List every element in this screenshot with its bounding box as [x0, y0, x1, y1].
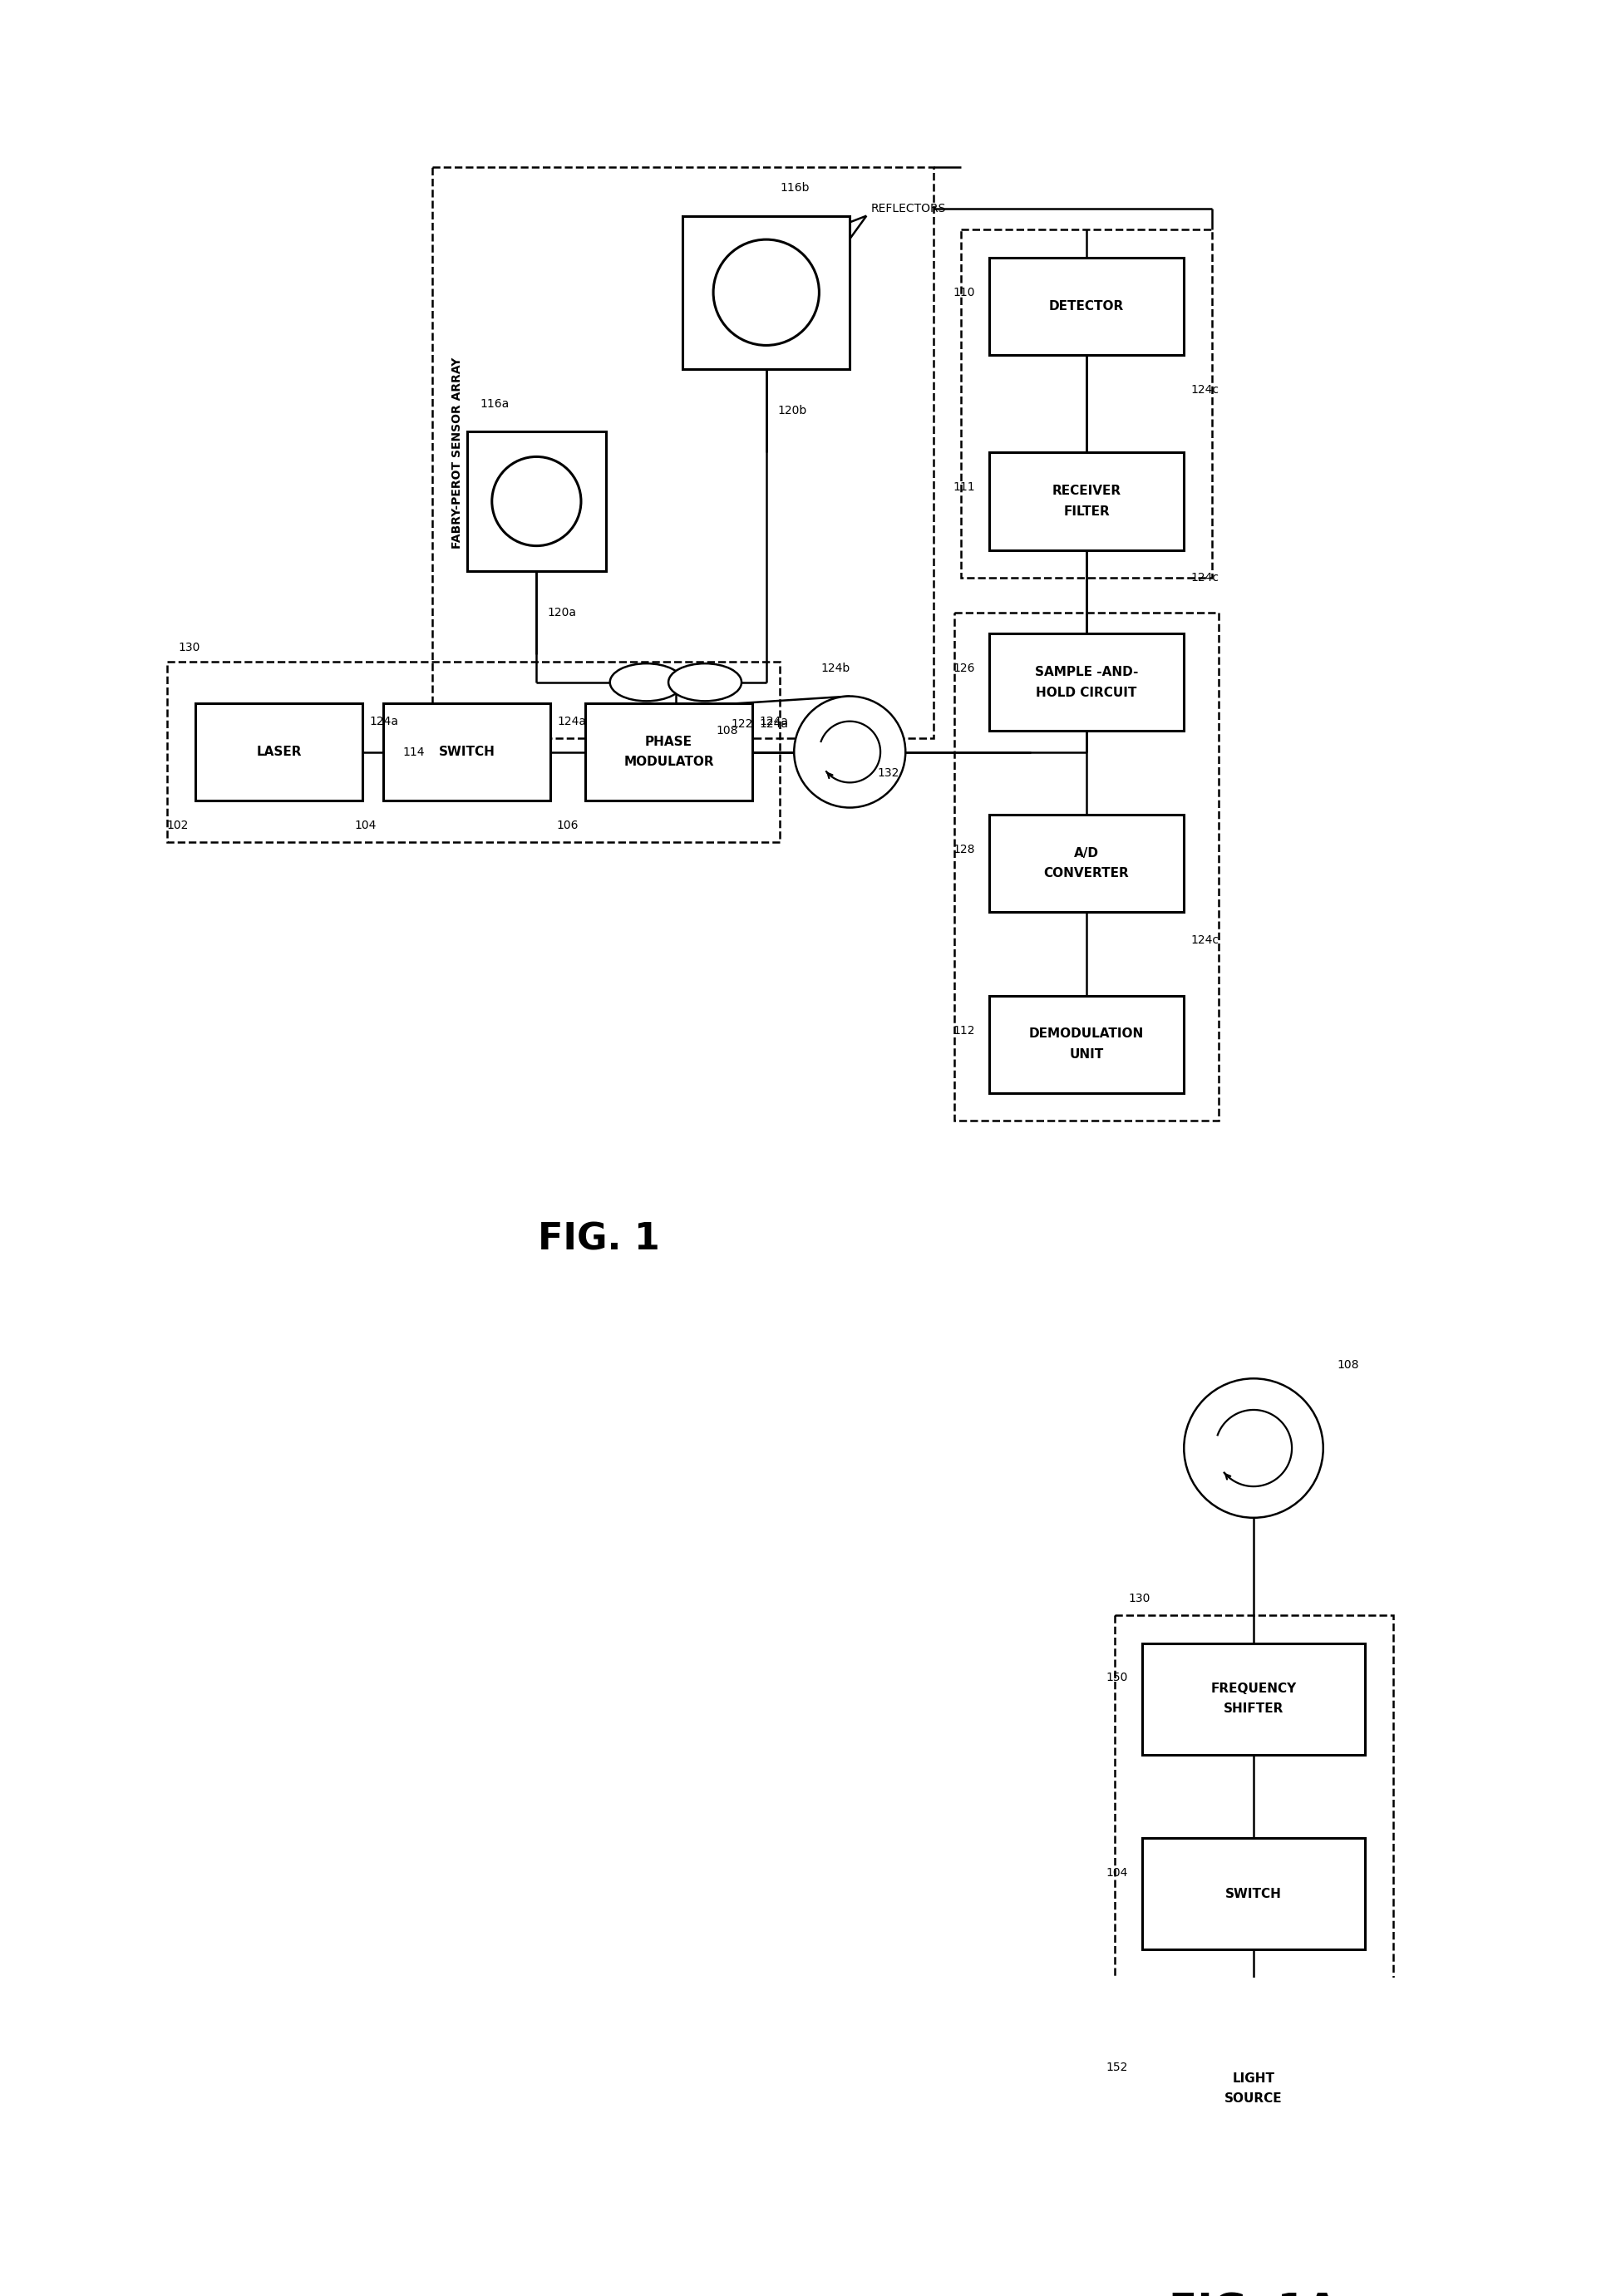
Bar — [1115, 1614, 1393, 2172]
Text: 116b: 116b — [781, 181, 810, 193]
Bar — [989, 257, 1185, 356]
Text: FABRY-PEROT SENSOR ARRAY: FABRY-PEROT SENSOR ARRAY — [451, 356, 462, 549]
Text: DETECTOR: DETECTOR — [1049, 301, 1125, 312]
Bar — [196, 703, 362, 801]
Bar — [989, 996, 1185, 1093]
Text: 108: 108 — [716, 726, 739, 737]
Text: SAMPLE -AND-: SAMPLE -AND- — [1034, 666, 1138, 677]
Text: FIG. 1: FIG. 1 — [538, 1221, 661, 1258]
Text: 108: 108 — [1336, 1359, 1359, 1371]
Text: 128: 128 — [953, 843, 974, 854]
Text: 114: 114 — [402, 746, 425, 758]
Text: SHIFTER: SHIFTER — [1223, 1704, 1283, 1715]
Bar — [467, 432, 606, 572]
Text: 102: 102 — [166, 820, 189, 831]
Text: 120b: 120b — [777, 404, 806, 416]
Text: 120a: 120a — [548, 606, 577, 618]
Text: 104: 104 — [1107, 1867, 1128, 1878]
Text: 124b: 124b — [821, 664, 850, 675]
Bar — [1143, 1644, 1366, 1754]
Text: LIGHT: LIGHT — [1233, 2071, 1275, 2085]
Text: 111: 111 — [953, 482, 974, 494]
Bar — [962, 230, 1212, 579]
Ellipse shape — [609, 664, 684, 700]
Text: SWITCH: SWITCH — [1225, 1887, 1281, 1899]
Text: UNIT: UNIT — [1070, 1049, 1104, 1061]
Circle shape — [713, 239, 819, 344]
Text: 112: 112 — [953, 1024, 974, 1035]
Text: 104: 104 — [354, 820, 377, 831]
Text: 124c: 124c — [1191, 934, 1218, 946]
Text: FREQUENCY: FREQUENCY — [1210, 1683, 1296, 1694]
Bar — [1143, 2032, 1366, 2144]
Text: 124a: 124a — [760, 716, 789, 728]
Circle shape — [1185, 1378, 1324, 1518]
Text: LASER: LASER — [257, 746, 302, 758]
Bar — [383, 703, 551, 801]
Text: 116a: 116a — [480, 397, 509, 409]
Text: 130: 130 — [179, 641, 200, 654]
Text: 152: 152 — [1107, 2062, 1128, 2073]
Text: 150: 150 — [1107, 1671, 1128, 1683]
Text: 124c: 124c — [1191, 383, 1218, 395]
Circle shape — [491, 457, 582, 546]
Text: DEMODULATION: DEMODULATION — [1029, 1029, 1144, 1040]
Bar — [682, 216, 850, 370]
Text: 126: 126 — [953, 664, 974, 675]
Text: SWITCH: SWITCH — [438, 746, 494, 758]
Text: CONVERTER: CONVERTER — [1044, 868, 1130, 879]
Bar — [989, 815, 1185, 912]
Text: SOURCE: SOURCE — [1225, 2092, 1283, 2105]
Text: 122: 122 — [732, 719, 753, 730]
Text: 124a: 124a — [370, 716, 399, 728]
Circle shape — [793, 696, 905, 808]
Bar — [989, 634, 1185, 730]
Text: 124a: 124a — [760, 719, 789, 730]
Text: HOLD CIRCUIT: HOLD CIRCUIT — [1036, 687, 1138, 698]
Bar — [1143, 1839, 1366, 1949]
Text: A/D: A/D — [1075, 847, 1099, 859]
Text: FILTER: FILTER — [1063, 505, 1110, 519]
Text: REFLECTORS: REFLECTORS — [871, 202, 945, 216]
Text: 124a: 124a — [558, 716, 587, 728]
Text: 130: 130 — [1128, 1593, 1151, 1605]
Text: MODULATOR: MODULATOR — [624, 755, 714, 769]
Bar — [431, 168, 934, 737]
Bar — [585, 703, 753, 801]
Text: FIG. 1A: FIG. 1A — [1168, 2291, 1338, 2296]
Bar — [953, 613, 1218, 1120]
Text: 106: 106 — [556, 820, 579, 831]
Bar — [168, 661, 781, 843]
Text: 124c: 124c — [1191, 572, 1218, 583]
Text: 110: 110 — [953, 287, 974, 298]
Ellipse shape — [669, 664, 742, 700]
Bar — [989, 452, 1185, 551]
Text: PHASE: PHASE — [645, 735, 692, 748]
Text: RECEIVER: RECEIVER — [1052, 484, 1122, 498]
Text: 132: 132 — [877, 767, 900, 778]
